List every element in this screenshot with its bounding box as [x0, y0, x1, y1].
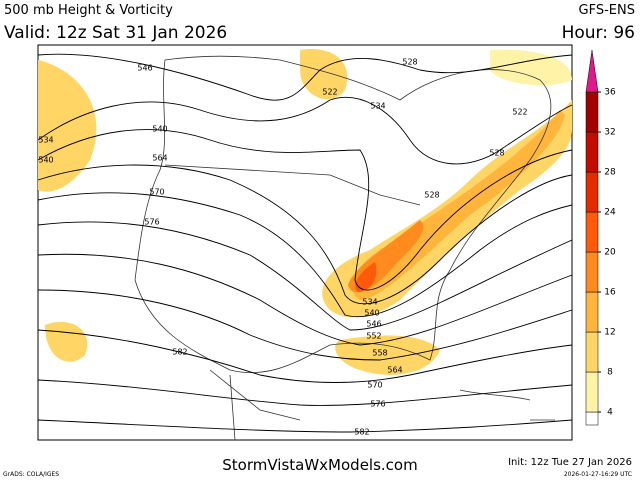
- model: GFS-ENS: [579, 3, 635, 18]
- colorbar-label: 36: [604, 88, 616, 98]
- contour-label: 570: [367, 381, 382, 390]
- init-time: Init: 12z Tue 27 Jan 2026: [508, 457, 632, 468]
- contour-label: 528: [402, 58, 417, 67]
- credit: GrADS: COLA/IGES: [3, 471, 59, 478]
- contour-label: 522: [512, 108, 527, 117]
- contour-label: 528: [424, 191, 439, 200]
- contour-label: 534: [38, 136, 53, 145]
- colorbar-segment: [585, 131, 599, 173]
- map-frame: [37, 44, 573, 441]
- colorbar-label: 24: [604, 208, 616, 218]
- colorbar: 4 8 12 16 20 24 28 32 36: [585, 49, 616, 426]
- colorbar-below: [585, 411, 599, 426]
- title: 500 mb Height & Vorticity: [4, 3, 173, 18]
- contour-label: 570: [149, 188, 164, 197]
- height-contours: [37, 53, 573, 433]
- contour-label: 540: [364, 309, 379, 318]
- valid-time: Valid: 12z Sat 31 Jan 2026: [4, 23, 227, 43]
- colorbar-label: 32: [604, 128, 615, 138]
- colorbar-label: 8: [607, 368, 613, 378]
- contour-label: 522: [322, 88, 337, 97]
- contour-label: 582: [172, 348, 187, 357]
- contour-label: 576: [144, 218, 159, 227]
- contour-label: 528: [489, 149, 504, 158]
- contour-label: 540: [38, 156, 53, 165]
- colorbar-label: 28: [604, 168, 616, 178]
- contour-label: 534: [370, 102, 385, 111]
- colorbar-segment: [585, 171, 599, 213]
- contour-label: 582: [354, 428, 369, 437]
- contour-label: 534: [362, 298, 377, 307]
- vorticity-shading: [38, 49, 572, 375]
- contour-label: 576: [370, 400, 385, 409]
- contour-label: 558: [372, 349, 387, 358]
- hour: Hour: 96: [562, 23, 635, 43]
- colorbar-label: 4: [607, 408, 613, 418]
- colorbar-segment: [585, 251, 599, 293]
- colorbar-segment: [585, 211, 599, 253]
- colorbar-segment: [585, 331, 599, 373]
- colorbar-label: 20: [604, 248, 616, 258]
- colorbar-label: 12: [604, 328, 615, 338]
- colorbar-label: 16: [604, 288, 616, 298]
- contour-label: 546: [137, 64, 152, 73]
- timestamp: 2026-01-27-16:29 UTC: [564, 471, 632, 478]
- site: StormVistaWxModels.com: [222, 456, 417, 474]
- colorbar-segment: [585, 371, 599, 413]
- contour-label: 540: [152, 125, 167, 134]
- contour-label: 564: [387, 366, 402, 375]
- contour-label: 546: [366, 320, 381, 329]
- contour-label: 552: [366, 332, 381, 341]
- contour-label: 564: [152, 154, 167, 163]
- contour-labels: 546 534 540 540 564 570 576 522 534 528 522 528 528 5…: [38, 58, 527, 437]
- colorbar-above: [585, 49, 599, 93]
- colorbar-segment: [585, 291, 599, 333]
- colorbar-segment: [585, 91, 599, 133]
